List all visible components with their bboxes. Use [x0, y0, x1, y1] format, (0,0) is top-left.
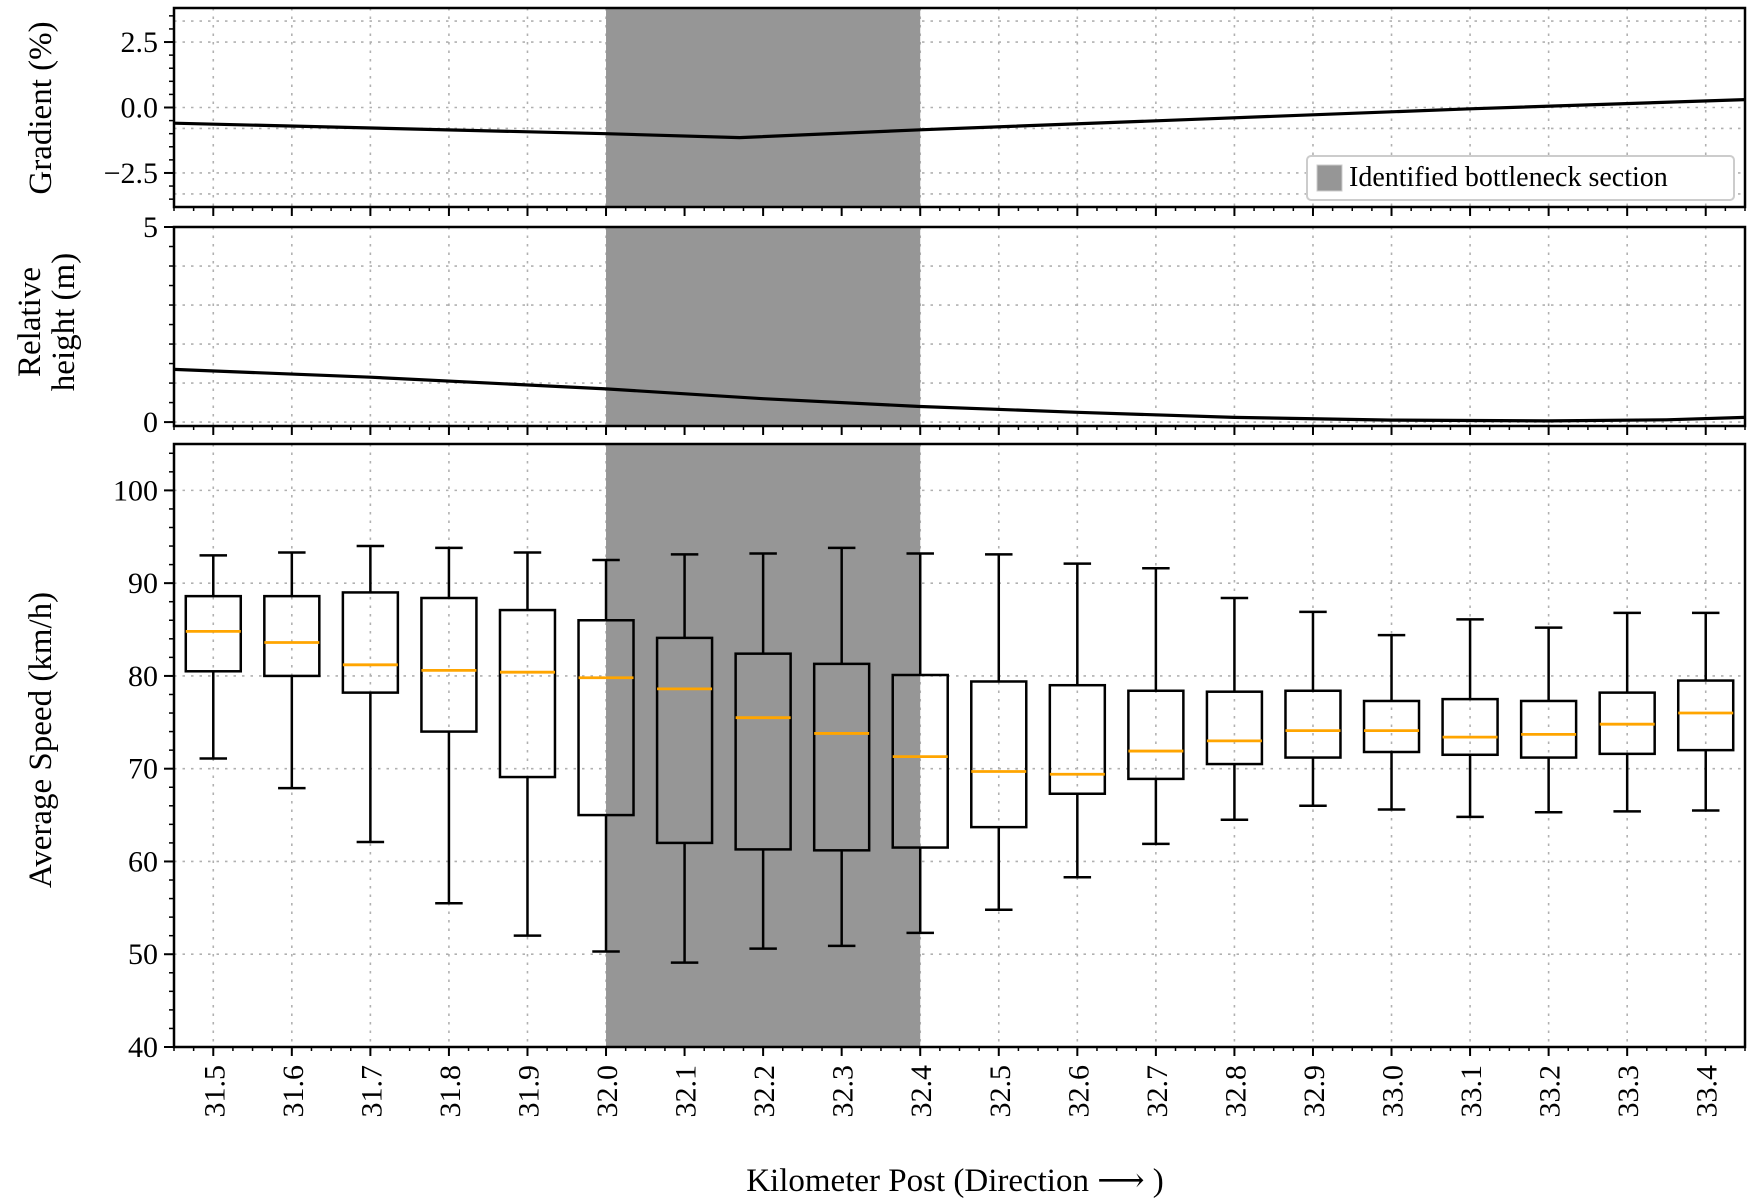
box-33.0 [1362, 633, 1421, 811]
legend-box [1306, 155, 1735, 201]
x-tick-label: 32.4 [905, 1065, 938, 1118]
bottleneck-section-band [606, 227, 921, 426]
relative-height-panel: 50 [143, 211, 1747, 439]
box-32.1 [655, 553, 714, 964]
box-32.8 [1205, 596, 1264, 821]
y-tick-label: 70 [128, 753, 158, 786]
box-31.8 [420, 546, 478, 905]
average-speed-axis-label: Average Speed (km/h) [23, 592, 59, 888]
x-tick-label: 32.5 [984, 1065, 1017, 1118]
box-33.2 [1519, 626, 1578, 814]
box-iqr [1284, 689, 1342, 759]
axes-frame [172, 225, 1747, 428]
box-32.4 [891, 552, 949, 935]
box-33.4 [1676, 611, 1735, 812]
box-31.9 [498, 551, 557, 937]
x-tick-label: 31.9 [512, 1065, 545, 1118]
bottleneck-section-band [606, 8, 921, 207]
x-tick-label: 32.9 [1298, 1065, 1331, 1118]
gradient-line [173, 98, 1746, 140]
x-tick-label: 32.1 [670, 1065, 703, 1118]
box-33.1 [1441, 618, 1499, 819]
y-tick-label: 80 [128, 660, 158, 693]
legend-patch [1316, 164, 1343, 192]
x-tick-label: 32.8 [1219, 1065, 1252, 1118]
y-tick-label: 100 [113, 474, 158, 507]
x-tick-label: 32.6 [1062, 1065, 1095, 1118]
box-iqr [577, 619, 635, 817]
box-iqr [1048, 683, 1107, 795]
x-tick-label: 33.4 [1691, 1065, 1724, 1118]
y-tick-label: 2.5 [121, 26, 159, 59]
legend: Identified bottleneck section [1306, 155, 1735, 201]
x-tick-label: 32.0 [591, 1065, 624, 1118]
axes-frame [172, 442, 1747, 1049]
average-speed-panel: 40 50 60 70 80 90 100 31.5 31.6 31.7 31.8 31.9 32.0 3… [113, 442, 1747, 1118]
relative-height-axis-label: Relative [12, 267, 48, 377]
box-iqr [184, 594, 243, 673]
box-iqr [341, 591, 400, 694]
x-tick-label: 32.7 [1141, 1065, 1174, 1118]
box-iqr [734, 652, 792, 851]
box-iqr [970, 680, 1028, 829]
box-32.0 [577, 558, 635, 953]
box-32.3 [812, 546, 871, 948]
y-tick-label: −2.5 [104, 157, 158, 190]
x-tick-label: 31.8 [434, 1065, 467, 1118]
bottleneck-section-band [606, 444, 921, 1047]
box-33.3 [1598, 611, 1656, 813]
box-32.2 [734, 552, 792, 950]
x-tick-label: 32.2 [748, 1065, 781, 1118]
box-31.5 [184, 554, 243, 760]
box-31.6 [263, 551, 321, 790]
y-tick-label: 0 [143, 406, 158, 439]
box-iqr [1205, 690, 1264, 766]
box-iqr [655, 636, 714, 845]
legend-label: Identified bottleneck section [1349, 162, 1668, 193]
box-iqr [1676, 679, 1735, 752]
box-32.5 [970, 553, 1028, 911]
y-tick-label: 50 [128, 938, 158, 971]
box-iqr [1362, 699, 1421, 754]
x-tick-label: 33.0 [1377, 1065, 1410, 1118]
x-tick-label: 32.3 [827, 1065, 860, 1118]
x-axis-label: Kilometer Post (Direction ⟶ ) [746, 1163, 1164, 1199]
box-iqr [1519, 699, 1578, 759]
box-32.7 [1127, 567, 1185, 846]
box-32.6 [1048, 562, 1107, 879]
y-tick-label: 60 [128, 845, 158, 878]
box-iqr [498, 608, 557, 779]
x-tick-label: 33.2 [1534, 1065, 1567, 1118]
x-tick-label: 31.6 [277, 1065, 310, 1118]
gradient-axis-label: Gradient (%) [23, 21, 59, 194]
box-iqr [891, 673, 949, 849]
box-iqr [263, 594, 321, 678]
x-tick-label: 33.3 [1612, 1065, 1645, 1118]
x-tick-label: 31.5 [198, 1065, 231, 1118]
x-tick-label: 33.1 [1455, 1065, 1488, 1118]
x-tick-label: 31.7 [355, 1065, 388, 1118]
relative-height-axis-label-line2: height (m) [46, 253, 82, 391]
relative-height-line [173, 367, 1746, 423]
y-tick-label: 40 [128, 1031, 158, 1064]
box-iqr [420, 596, 478, 733]
box-iqr [1441, 697, 1499, 757]
y-tick-label: 5 [143, 211, 158, 244]
box-iqr [812, 662, 871, 852]
box-32.9 [1284, 610, 1342, 808]
y-tick-label: 0.0 [121, 92, 159, 125]
box-31.7 [341, 544, 400, 844]
gradient-panel: 2.5 0.0 −2.5 Identified bottleneck section [104, 6, 1747, 216]
box-iqr [1127, 689, 1185, 781]
y-tick-label: 90 [128, 567, 158, 600]
